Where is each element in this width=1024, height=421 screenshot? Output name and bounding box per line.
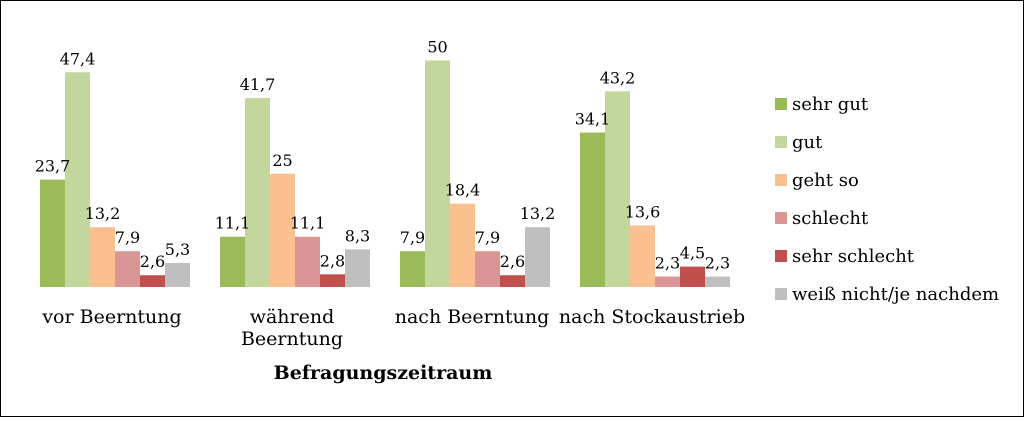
bars-layer: [40, 60, 730, 287]
data-label-sehr-schlecht-waehrend-beerntung: 2,8: [320, 251, 345, 270]
bar-geht-so-nach-beerntung: [450, 203, 475, 287]
bar-schlecht-waehrend-beerntung: [295, 236, 320, 287]
legend-swatch-geht-so: [775, 174, 787, 186]
data-label-weiss-nicht-je-nachdem-nach-beerntung: 13,2: [520, 204, 556, 223]
data-label-schlecht-nach-stockaustrieb: 2,3: [655, 254, 680, 273]
bar-weiss-nicht-je-nachdem-waehrend-beerntung: [345, 249, 370, 287]
legend-swatch-schlecht: [775, 212, 787, 224]
legend-label-geht-so: geht so: [792, 170, 859, 191]
category-label-nach-beerntung: nach Beerntung: [395, 306, 550, 328]
bar-weiss-nicht-je-nachdem-nach-stockaustrieb: [705, 276, 730, 287]
bar-geht-so-nach-stockaustrieb: [630, 225, 655, 287]
bar-schlecht-vor-beerntung: [115, 251, 140, 287]
data-label-geht-so-nach-stockaustrieb: 13,6: [625, 202, 661, 221]
bar-gut-waehrend-beerntung: [245, 98, 270, 287]
bar-schlecht-nach-stockaustrieb: [655, 276, 680, 287]
data-label-schlecht-waehrend-beerntung: 11,1: [290, 214, 326, 233]
data-label-geht-so-waehrend-beerntung: 25: [272, 151, 292, 170]
data-label-sehr-gut-vor-beerntung: 23,7: [35, 157, 71, 176]
data-label-geht-so-nach-beerntung: 18,4: [445, 181, 481, 200]
legend-swatch-sehr-gut: [775, 98, 787, 110]
category-label-waehrend-beerntung-line2: Beerntung: [241, 328, 343, 350]
data-label-sehr-schlecht-nach-beerntung: 2,6: [500, 252, 525, 271]
bar-geht-so-waehrend-beerntung: [270, 173, 295, 287]
bar-sehr-gut-nach-beerntung: [400, 251, 425, 287]
data-label-gut-vor-beerntung: 47,4: [60, 49, 96, 68]
bar-sehr-gut-nach-stockaustrieb: [580, 132, 605, 287]
data-label-weiss-nicht-je-nachdem-vor-beerntung: 5,3: [165, 240, 190, 259]
data-label-weiss-nicht-je-nachdem-waehrend-beerntung: 8,3: [345, 226, 370, 245]
legend-swatch-gut: [775, 136, 787, 148]
bar-weiss-nicht-je-nachdem-vor-beerntung: [165, 262, 190, 287]
data-label-sehr-gut-nach-stockaustrieb: 34,1: [575, 110, 611, 129]
category-label-nach-stockaustrieb: nach Stockaustrieb: [559, 306, 745, 328]
data-label-schlecht-nach-beerntung: 7,9: [475, 228, 500, 247]
data-label-sehr-gut-waehrend-beerntung: 11,1: [215, 214, 251, 233]
legend: sehr gut gut geht so schlecht sehr schlecht w…: [775, 94, 999, 305]
bar-gut-nach-stockaustrieb: [605, 91, 630, 287]
data-label-sehr-schlecht-nach-stockaustrieb: 4,5: [680, 244, 705, 263]
bar-sehr-gut-waehrend-beerntung: [220, 236, 245, 287]
category-label-waehrend-beerntung-line1: während: [250, 306, 335, 328]
bar-sehr-schlecht-nach-beerntung: [500, 275, 525, 287]
bar-gut-vor-beerntung: [65, 72, 90, 287]
legend-label-sehr-schlecht: sehr schlecht: [792, 246, 915, 267]
data-label-weiss-nicht-je-nachdem-nach-stockaustrieb: 2,3: [705, 254, 730, 273]
bar-sehr-schlecht-vor-beerntung: [140, 275, 165, 287]
legend-swatch-weiss-nicht-je-nachdem: [775, 288, 787, 300]
legend-label-gut: gut: [792, 132, 823, 153]
legend-label-schlecht: schlecht: [792, 208, 869, 229]
data-label-gut-nach-beerntung: 50: [427, 38, 447, 57]
legend-swatch-sehr-schlecht: [775, 250, 787, 262]
data-label-gut-nach-stockaustrieb: 43,2: [600, 68, 636, 87]
data-label-gut-waehrend-beerntung: 41,7: [240, 75, 276, 94]
data-label-sehr-gut-nach-beerntung: 7,9: [400, 228, 425, 247]
legend-label-weiss-nicht-je-nachdem: weiß nicht/je nachdem: [792, 284, 999, 305]
bar-sehr-gut-vor-beerntung: [40, 179, 65, 287]
bar-weiss-nicht-je-nachdem-nach-beerntung: [525, 227, 550, 287]
bar-sehr-schlecht-waehrend-beerntung: [320, 274, 345, 287]
data-label-sehr-schlecht-vor-beerntung: 2,6: [140, 252, 165, 271]
bar-sehr-schlecht-nach-stockaustrieb: [680, 266, 705, 287]
value-labels-layer: 23,747,413,27,92,65,311,141,72511,12,88,…: [35, 38, 731, 273]
bar-gut-nach-beerntung: [425, 60, 450, 287]
category-label-vor-beerntung: vor Beerntung: [41, 306, 181, 328]
data-label-geht-so-vor-beerntung: 13,2: [85, 204, 121, 223]
bar-geht-so-vor-beerntung: [90, 227, 115, 287]
bar-schlecht-nach-beerntung: [475, 251, 500, 287]
x-axis-title: Befragungszeitraum: [274, 362, 493, 384]
data-label-schlecht-vor-beerntung: 7,9: [115, 228, 140, 247]
legend-label-sehr-gut: sehr gut: [792, 94, 869, 115]
